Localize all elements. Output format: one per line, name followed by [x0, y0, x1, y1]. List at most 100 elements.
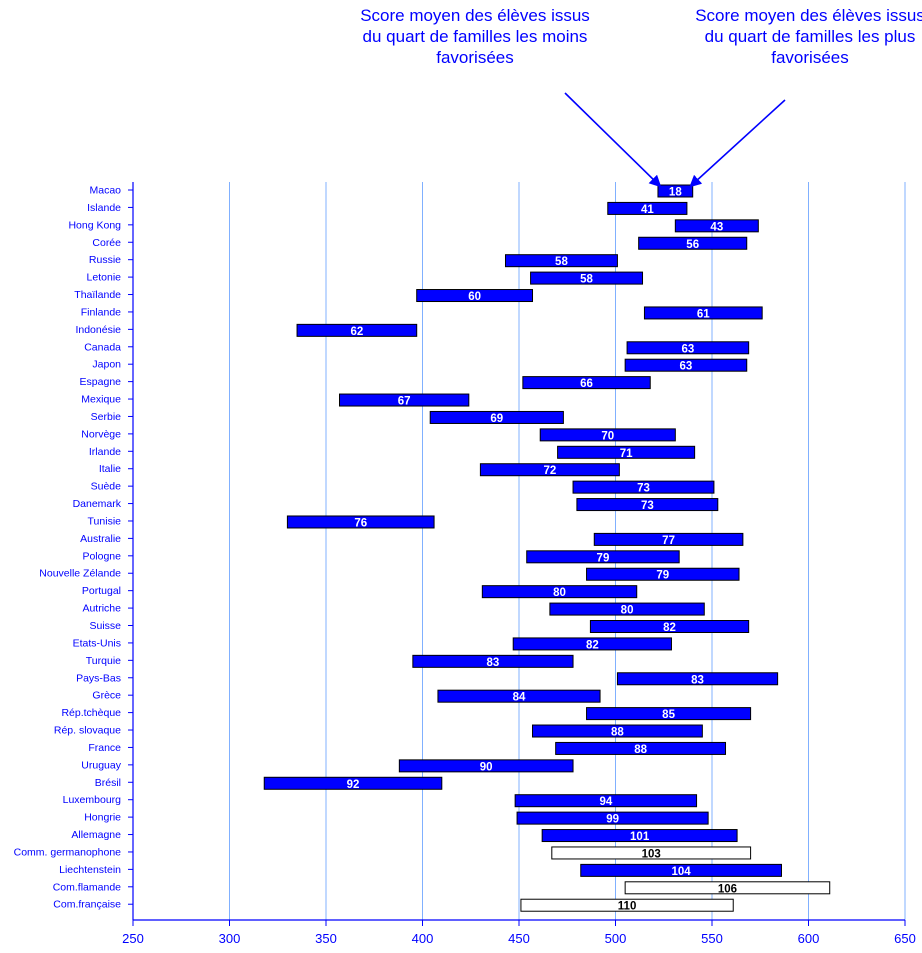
- category-label: Com.flamande: [53, 881, 121, 893]
- difference-label: 82: [586, 639, 599, 651]
- range-bar: [530, 271, 644, 285]
- category-label: Canada: [84, 341, 121, 353]
- category-label: Thaïlande: [74, 289, 121, 301]
- range-bar: [576, 498, 719, 512]
- range-bar: [481, 585, 638, 599]
- difference-label: 73: [641, 500, 654, 512]
- x-tick-label: 400: [412, 931, 434, 946]
- difference-label: 104: [672, 866, 692, 878]
- difference-label: 90: [480, 761, 493, 773]
- category-label: Australie: [80, 533, 121, 545]
- category-label: Corée: [92, 237, 121, 249]
- category-label: Suède: [91, 481, 122, 493]
- difference-label: 63: [681, 343, 694, 355]
- range-bar: [674, 219, 759, 233]
- difference-label: 85: [662, 709, 675, 721]
- category-label: Suisse: [89, 620, 121, 632]
- range-bar: [286, 515, 435, 529]
- range-bar: [626, 341, 750, 355]
- category-label: Autriche: [82, 603, 121, 615]
- category-label: Hong Kong: [68, 219, 121, 231]
- range-bar: [580, 863, 782, 877]
- difference-label: 88: [634, 744, 647, 756]
- category-label: France: [88, 742, 121, 754]
- difference-label: 61: [697, 308, 710, 320]
- range-bar: [624, 358, 748, 372]
- category-label: Comm. germanophone: [14, 846, 122, 858]
- range-bar: [555, 741, 727, 755]
- difference-label: 103: [642, 848, 661, 860]
- difference-label: 82: [663, 622, 676, 634]
- range-bar: [549, 602, 705, 616]
- category-label: Finlande: [81, 306, 121, 318]
- x-tick-label: 550: [701, 931, 723, 946]
- difference-label: 71: [620, 448, 633, 460]
- difference-label: 80: [553, 587, 566, 599]
- range-bar: [339, 393, 470, 407]
- range-bar-community: [520, 898, 734, 912]
- category-label: Letonie: [87, 272, 122, 284]
- category-label: Tunisie: [88, 515, 122, 527]
- difference-label: 92: [347, 779, 360, 791]
- category-label: Portugal: [82, 585, 121, 597]
- difference-label: 73: [637, 483, 650, 495]
- difference-label: 77: [662, 535, 675, 547]
- range-bar: [479, 463, 620, 477]
- difference-label: 58: [580, 274, 593, 286]
- range-bar-community: [551, 846, 752, 860]
- difference-label: 70: [601, 430, 614, 442]
- category-label: Grèce: [92, 690, 121, 702]
- range-bar: [539, 428, 676, 442]
- range-bar-community: [624, 881, 831, 895]
- range-bar: [572, 480, 715, 494]
- category-label: Japon: [92, 359, 121, 371]
- range-bar: [398, 759, 574, 773]
- category-label: Com.française: [53, 899, 121, 911]
- range-bar: [429, 410, 564, 424]
- difference-label: 88: [611, 727, 624, 739]
- category-label: Hongrie: [84, 812, 121, 824]
- category-label: Brésil: [95, 777, 121, 789]
- range-bar: [512, 637, 672, 651]
- difference-label: 110: [618, 901, 637, 913]
- range-bar: [437, 689, 601, 703]
- annotation-low-quartile: Score moyen des élèves issus du quart de…: [360, 6, 590, 67]
- range-bar: [607, 201, 688, 215]
- category-label: Italie: [99, 463, 121, 475]
- arrow-high-icon: [689, 99, 786, 188]
- range-bar: [643, 306, 763, 320]
- difference-label: 69: [490, 413, 503, 425]
- category-label: Uruguay: [81, 759, 121, 771]
- difference-label: 79: [597, 552, 610, 564]
- difference-label: 60: [468, 291, 481, 303]
- difference-label: 18: [669, 187, 682, 199]
- difference-label: 84: [513, 692, 526, 704]
- difference-label: 80: [621, 605, 634, 617]
- annotation-high-quartile: Score moyen des élèves issus du quart de…: [695, 6, 922, 67]
- range-bar: [586, 567, 740, 581]
- x-tick-label: 450: [508, 931, 530, 946]
- range-bar: [593, 532, 744, 546]
- range-bar: [412, 654, 574, 668]
- x-tick-label: 250: [122, 931, 144, 946]
- difference-label: 62: [350, 326, 363, 338]
- arrow-low-icon: [564, 92, 662, 188]
- range-bar: [557, 445, 696, 459]
- range-bar: [526, 550, 680, 564]
- difference-label: 83: [691, 674, 704, 686]
- category-label: Pays-Bas: [76, 672, 121, 684]
- difference-label: 101: [630, 831, 650, 843]
- difference-label: 43: [710, 221, 723, 233]
- category-label: Macao: [89, 185, 121, 197]
- category-label: Pologne: [82, 550, 121, 562]
- difference-label: 58: [555, 256, 568, 268]
- range-bar: [416, 289, 534, 303]
- category-label: Irlande: [89, 446, 121, 458]
- x-tick-label: 350: [315, 931, 337, 946]
- difference-label: 63: [680, 361, 693, 373]
- category-label: Nouvelle Zélande: [39, 568, 121, 580]
- category-label: Indonésie: [75, 324, 121, 336]
- difference-label: 56: [686, 239, 699, 251]
- difference-label: 94: [599, 796, 612, 808]
